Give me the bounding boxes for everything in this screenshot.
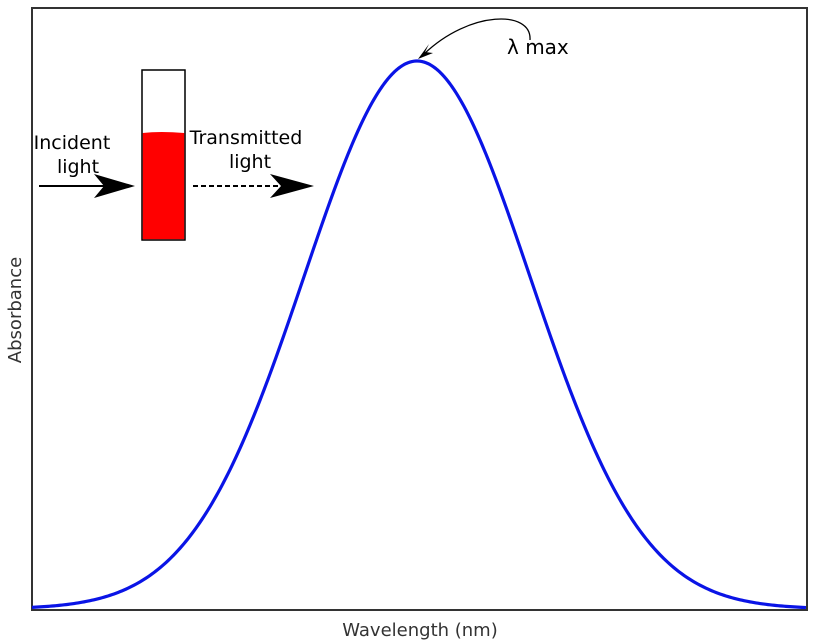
cuvette-liquid [142,132,185,240]
incident-light-line-2: light [57,156,99,178]
transmitted-light-arrowhead [270,174,314,198]
lambda-max-pointer [423,18,531,55]
cuvette [141,69,186,241]
incident-light-line-1: Incident [34,132,111,154]
y-axis-label: Absorbance [5,257,26,363]
plot-frame [31,7,808,611]
lambda-max-arrowhead [418,44,433,59]
lambda-max-label: λ max [507,35,569,59]
transmitted-light-line-2: light [229,151,271,173]
transmitted-light-line-1: Transmitted [189,127,303,149]
absorbance-curve [31,59,807,610]
cuvette-outline [141,69,186,241]
transmitted-light-label: Transmitted light [189,127,309,173]
incident-light-label: Incident light [34,132,117,178]
x-axis-label: Wavelength (nm) [342,620,498,641]
incident-light-arrowhead [94,174,135,198]
